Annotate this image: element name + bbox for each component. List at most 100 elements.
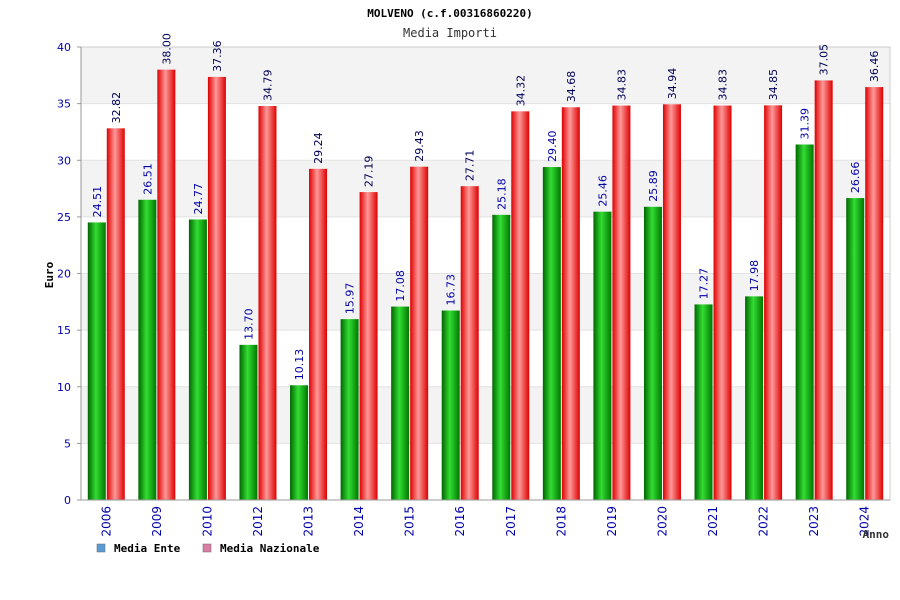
y-axis-label: Euro <box>43 261 56 288</box>
bar-media-nazionale-2020 <box>662 104 681 500</box>
data-label: 26.51 <box>141 163 154 195</box>
x-tick-label: 2014 <box>352 506 366 537</box>
data-label: 17.08 <box>394 270 407 302</box>
x-tick-label: 2021 <box>706 506 720 537</box>
bar-media-nazionale-2006 <box>106 128 125 500</box>
x-tick-label: 2022 <box>757 506 771 537</box>
data-label: 25.46 <box>596 175 609 207</box>
bar-media-ente-2017 <box>492 214 511 501</box>
data-label: 16.73 <box>445 274 458 306</box>
data-label: 34.94 <box>666 68 679 100</box>
bar-media-ente-2009 <box>138 199 157 501</box>
x-tick-label: 2019 <box>605 506 619 537</box>
data-label: 26.66 <box>849 162 862 194</box>
data-label: 32.82 <box>110 92 123 124</box>
legend-swatch-media-nazionale <box>202 543 212 553</box>
data-label: 36.46 <box>868 51 881 83</box>
data-label: 29.40 <box>546 131 559 163</box>
bar-media-nazionale-2012 <box>258 106 277 501</box>
bar-media-ente-2006 <box>87 222 106 500</box>
x-tick-label: 2017 <box>504 506 518 537</box>
bar-media-ente-2023 <box>795 144 814 501</box>
y-tick-label: 10 <box>57 381 71 394</box>
bar-media-ente-2016 <box>441 310 460 500</box>
data-label: 34.32 <box>514 75 527 107</box>
bars: 24.51 32.82 26.51 38.00 24.77 37.36 13.70 34.79… <box>87 33 884 501</box>
bar-media-nazionale-2016 <box>460 186 479 500</box>
y-tick-label: 35 <box>57 98 71 111</box>
data-label: 25.89 <box>647 170 660 202</box>
y-axis: 0 5 10 15 20 25 30 35 40 <box>57 41 82 507</box>
data-label: 34.85 <box>767 69 780 101</box>
data-label: 17.98 <box>748 260 761 292</box>
x-tick-label: 2013 <box>302 506 316 537</box>
data-label: 29.24 <box>312 132 325 164</box>
data-label: 31.39 <box>799 108 812 140</box>
bar-media-nazionale-2010 <box>207 76 226 500</box>
bar-media-ente-2019 <box>593 211 612 500</box>
x-tick-label: 2023 <box>807 506 821 537</box>
x-tick-label: 2024 <box>858 506 872 537</box>
legend-swatch-media-ente <box>96 543 106 553</box>
legend: Media Ente Media Nazionale <box>96 542 320 555</box>
bar-media-ente-2012 <box>239 344 258 500</box>
bar-media-ente-2010 <box>188 219 207 501</box>
x-tick-label: 2018 <box>554 506 568 537</box>
data-label: 24.77 <box>192 183 205 215</box>
bar-media-nazionale-2017 <box>511 111 530 501</box>
data-label: 27.71 <box>464 150 477 182</box>
bar-media-ente-2020 <box>643 206 662 500</box>
data-label: 37.05 <box>818 44 831 76</box>
data-label: 13.70 <box>242 308 255 340</box>
data-label: 10.13 <box>293 349 306 381</box>
bar-media-ente-2013 <box>290 385 309 500</box>
bar-media-ente-2014 <box>340 319 359 500</box>
bar-media-nazionale-2015 <box>410 166 429 500</box>
data-label: 17.27 <box>698 268 711 300</box>
data-label: 37.36 <box>211 40 224 72</box>
data-label: 34.83 <box>615 69 628 101</box>
y-tick-label: 20 <box>57 268 71 281</box>
x-tick-label: 2012 <box>251 506 265 537</box>
y-tick-label: 25 <box>57 211 71 224</box>
data-label: 34.83 <box>717 69 730 101</box>
bar-media-nazionale-2022 <box>764 105 783 500</box>
bar-media-nazionale-2009 <box>157 69 176 501</box>
x-tick-label: 2015 <box>403 506 417 537</box>
bar-media-nazionale-2019 <box>612 105 631 501</box>
x-tick-label: 2020 <box>655 506 669 537</box>
legend-label: Media Ente <box>114 542 181 555</box>
bar-media-ente-2024 <box>846 198 865 500</box>
bar-media-nazionale-2021 <box>713 105 732 501</box>
y-tick-label: 15 <box>57 324 71 337</box>
x-tick-label: 2009 <box>150 506 164 537</box>
data-label: 29.43 <box>413 130 426 162</box>
legend-label: Media Nazionale <box>220 542 320 555</box>
bar-media-nazionale-2023 <box>814 80 833 500</box>
x-tick-label: 2010 <box>200 506 214 537</box>
data-label: 34.79 <box>261 70 274 102</box>
x-axis-label: Anno <box>863 528 890 541</box>
bar-media-ente-2015 <box>391 306 410 500</box>
data-label: 34.68 <box>565 71 578 103</box>
x-axis: 2006 2009 2010 2012 2013 2014 2015 2016 2017 2018… <box>81 499 890 537</box>
y-tick-label: 5 <box>64 437 71 450</box>
y-tick-label: 30 <box>57 154 71 167</box>
data-label: 27.19 <box>363 156 376 188</box>
bar-media-ente-2018 <box>542 167 561 501</box>
bar-media-ente-2021 <box>694 304 713 500</box>
chart-title: MOLVENO (c.f.00316860220) <box>367 7 533 20</box>
x-tick-label: 2006 <box>99 506 113 537</box>
x-tick-label: 2016 <box>453 506 467 537</box>
data-label: 15.97 <box>344 283 357 315</box>
data-label: 38.00 <box>160 33 173 65</box>
bar-media-ente-2022 <box>745 296 764 500</box>
bar-media-nazionale-2014 <box>359 192 378 501</box>
data-label: 25.18 <box>495 178 508 210</box>
y-tick-label: 40 <box>57 41 71 54</box>
y-tick-label: 0 <box>64 494 71 507</box>
bar-media-nazionale-2013 <box>309 168 328 500</box>
bar-media-nazionale-2024 <box>865 87 884 500</box>
data-label: 24.51 <box>91 186 104 218</box>
